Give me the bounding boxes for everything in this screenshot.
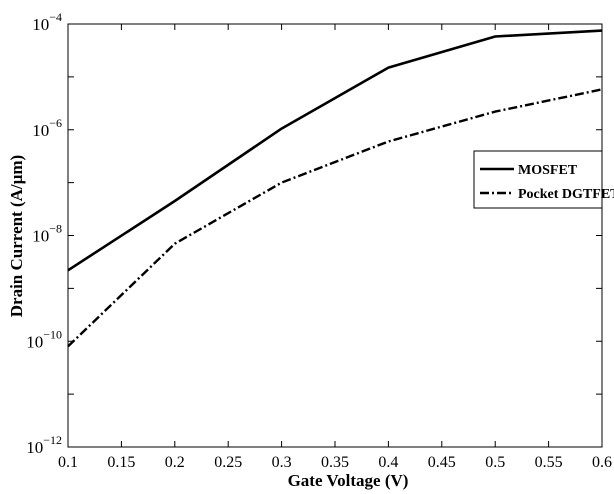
y-tick-exponent: −10: [43, 327, 62, 341]
y-tick-label: 10−4: [32, 10, 62, 34]
y-tick-exponent: −8: [49, 222, 62, 236]
plot-border: [67, 23, 603, 448]
plot-area: [67, 23, 603, 448]
x-tick-label: 0.35: [321, 454, 349, 471]
x-tick-label: 0.45: [428, 454, 456, 471]
y-tick-base: 10: [26, 438, 43, 457]
legend-label: Pocket DGTFET: [518, 187, 614, 202]
y-tick-label: 10−12: [26, 433, 62, 457]
x-tick-label: 0.55: [535, 454, 563, 471]
y-axis-label: Drain Current (A/µm): [7, 155, 26, 317]
y-tick-exponent: −12: [43, 433, 62, 447]
x-tick-label: 0.2: [165, 454, 185, 471]
x-axis: 0.1 0.15 0.2 0.25 0.3 0.35 0.4 0.45 0.5 0.55 0.6: [58, 24, 612, 471]
y-tick-base: 10: [26, 332, 43, 351]
x-tick-label: 0.15: [107, 454, 135, 471]
series-layer: [67, 29, 603, 348]
x-tick-label: 0.4: [378, 454, 398, 471]
x-tick-label: 0.6: [592, 454, 612, 471]
x-tick-label: 0.3: [272, 454, 292, 471]
y-tick-base: 10: [32, 15, 49, 34]
y-tick-exponent: −6: [49, 116, 62, 130]
y-tick-base: 10: [32, 121, 49, 140]
x-tick-label: 0.1: [58, 454, 78, 471]
series-line-mosfet: [67, 29, 603, 272]
legend: MOSFET Pocket DGTFET: [473, 150, 614, 209]
y-tick-label: 10−10: [26, 327, 62, 351]
x-tick-label: 0.5: [485, 454, 505, 471]
y-tick-base: 10: [32, 227, 49, 246]
y-tick-label: 10−8: [32, 222, 62, 246]
legend-label: MOSFET: [518, 163, 578, 178]
series-line-pocket-dgtfet: [67, 88, 603, 348]
x-tick-label: 0.25: [214, 454, 242, 471]
y-tick-label: 10−6: [32, 116, 62, 140]
y-tick-exponent: −4: [49, 10, 62, 24]
legend-box: [473, 150, 603, 209]
x-axis-label: Gate Voltage (V): [288, 471, 409, 490]
